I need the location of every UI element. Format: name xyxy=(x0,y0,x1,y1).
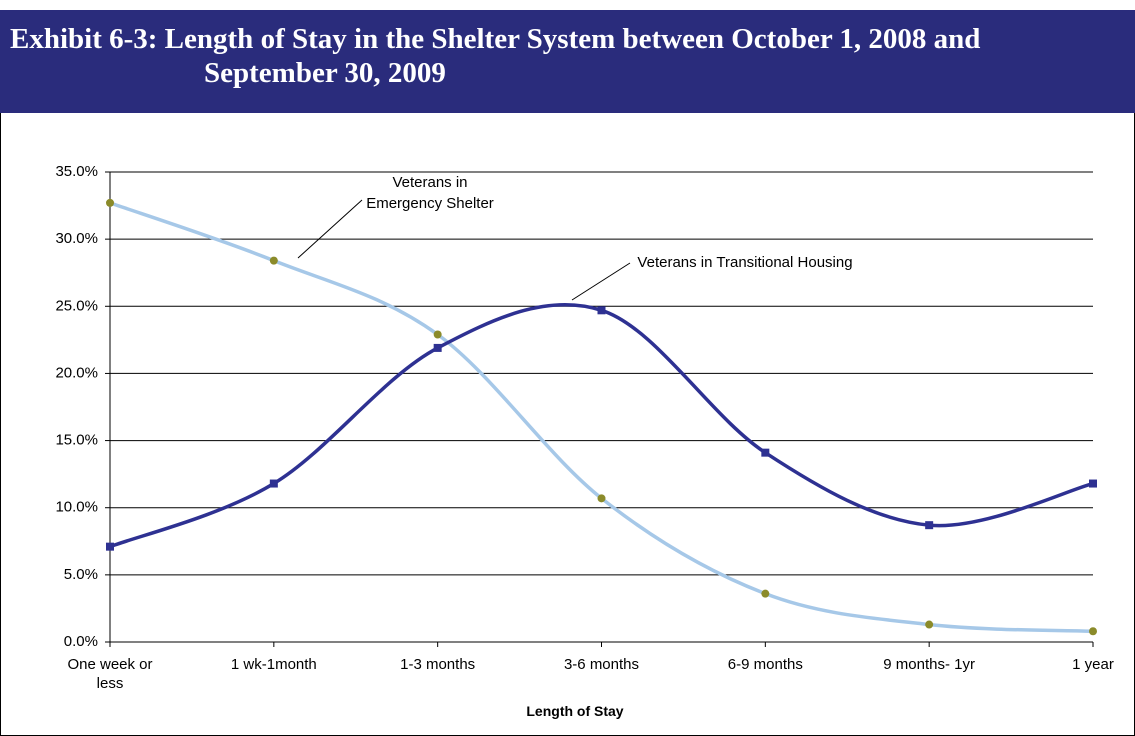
x-tick-label: 3-6 months xyxy=(563,656,640,673)
series-annotation: Veterans in Emergency Shelter xyxy=(366,174,494,212)
leader-line xyxy=(571,262,631,301)
marker xyxy=(1089,627,1097,636)
y-tick-label: 5.0% xyxy=(64,566,98,583)
marker xyxy=(106,542,114,551)
marker xyxy=(597,494,606,503)
y-tick-label: 30.0% xyxy=(55,230,98,247)
marker xyxy=(761,448,770,457)
y-tick-label: 20.0% xyxy=(55,364,98,381)
x-tick-label: 1-3 months xyxy=(400,656,476,673)
x-tick-label: 9 months- 1yr xyxy=(883,656,975,673)
marker xyxy=(269,479,278,488)
y-tick-label: 35.0% xyxy=(55,163,98,180)
y-tick-label: 10.0% xyxy=(55,499,98,516)
marker xyxy=(269,256,278,265)
marker xyxy=(761,589,770,598)
marker xyxy=(597,306,606,315)
y-tick-label: 15.0% xyxy=(55,432,98,449)
x-tick-label: 1 wk-1month xyxy=(230,656,317,673)
marker xyxy=(106,198,114,207)
series-annotation: Veterans in Transitional Housing xyxy=(637,254,853,271)
x-tick-label: 1 year xyxy=(1072,656,1114,673)
chart-title: Exhibit 6-3: Length of Stay in the Shelt… xyxy=(10,23,981,89)
marker xyxy=(925,620,934,629)
series-line xyxy=(109,302,1094,549)
x-tick-label: One week or less xyxy=(67,656,153,692)
marker xyxy=(433,343,442,352)
marker xyxy=(433,330,442,339)
x-tick-label: 6-9 months xyxy=(727,656,803,673)
marker xyxy=(925,521,934,530)
y-tick-label: 0.0% xyxy=(64,633,98,650)
x-axis-label: Length of Stay xyxy=(526,703,624,719)
leader-line xyxy=(297,199,363,259)
header-band xyxy=(0,10,1135,113)
marker xyxy=(1089,479,1097,488)
series-line xyxy=(109,201,1094,634)
y-tick-label: 25.0% xyxy=(55,297,98,314)
